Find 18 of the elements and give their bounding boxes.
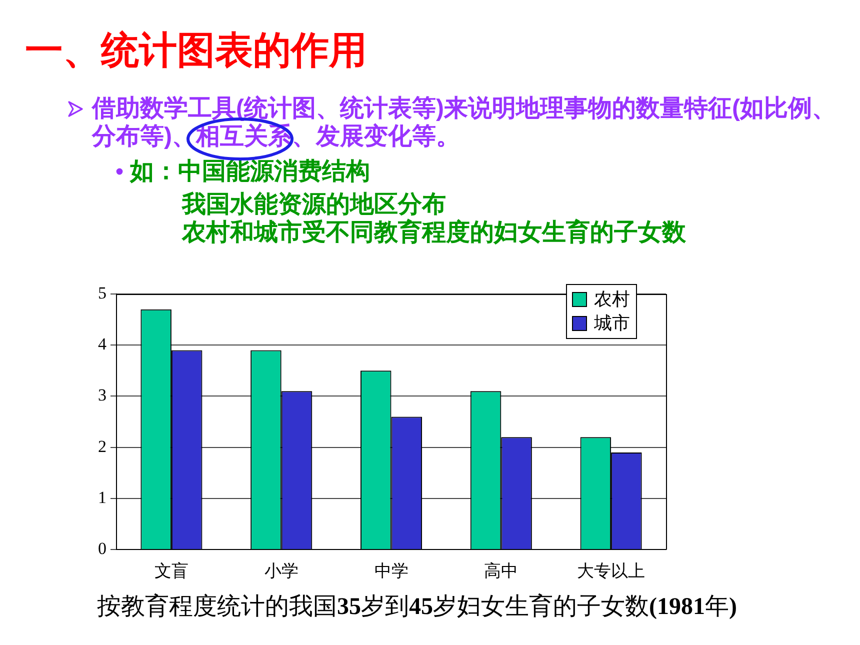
- x-tick-label: 小学: [264, 561, 298, 580]
- chart-title: 一、统计图表的作用: [25, 29, 367, 74]
- y-tick-label: 0: [98, 539, 106, 558]
- y-tick-label: 1: [98, 488, 106, 507]
- y-tick-label: 4: [98, 334, 107, 354]
- text: 按教育程度统计的我国35岁到45岁妇女生育的子女数(1981年): [97, 594, 737, 620]
- y-tick-label: 3: [98, 386, 106, 405]
- y-tick-label: 5: [98, 283, 106, 302]
- legend-label: 城市: [593, 312, 630, 333]
- text: 我国水能资源的地区分布: [182, 191, 446, 218]
- x-tick-label: 中学: [374, 561, 408, 580]
- x-tick-label: 高中: [484, 561, 518, 580]
- x-tick-label: 文盲: [154, 561, 188, 580]
- y-tick-label: 2: [98, 436, 106, 456]
- legend-label: 农村: [594, 288, 630, 309]
- x-tick-label: 大专以上: [577, 561, 646, 580]
- text: 农村和城市受不同教育程度的妇女生育的子女数: [182, 219, 686, 247]
- text: 如：中国能源消费结构: [130, 158, 370, 186]
